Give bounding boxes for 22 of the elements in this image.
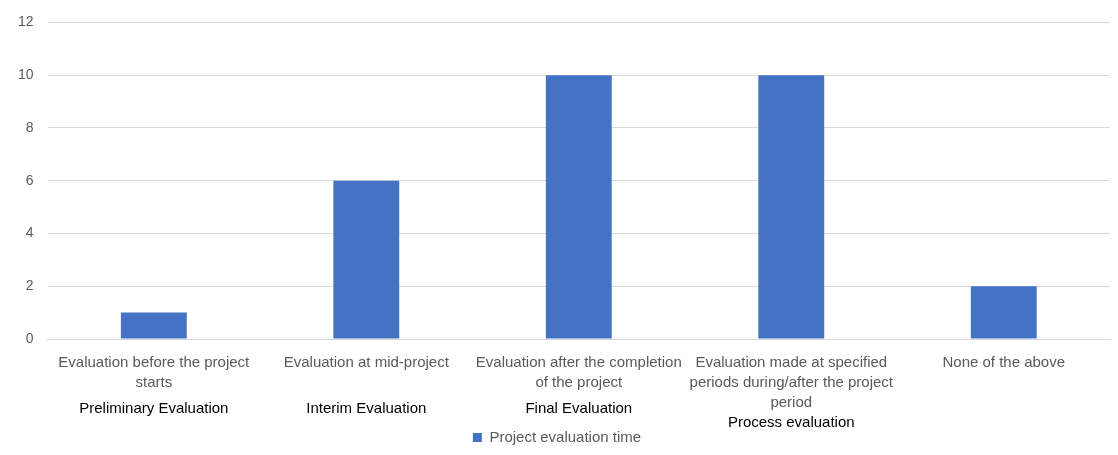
bar [545, 75, 612, 339]
x-tick-label: Evaluation before the project starts [58, 353, 251, 391]
x-tick-label: Evaluation after the completion of the project [475, 353, 682, 391]
legend-label: Project evaluation time [489, 427, 642, 445]
text: Process evaluation [727, 413, 855, 431]
bar [333, 180, 400, 339]
bar [758, 75, 825, 339]
y-tick-label: 8 [25, 118, 34, 135]
bar [120, 312, 187, 339]
text: Preliminary Evaluation [79, 399, 229, 417]
x-tick-label: None of the above [942, 353, 1066, 371]
x-tick-label: Evaluation at mid-project [283, 353, 450, 371]
x-tick-label: Evaluation made at specified periods during/after the project period [689, 353, 894, 411]
y-tick-label: 0 [25, 329, 34, 346]
bar [970, 286, 1037, 339]
y-tick-label: 4 [25, 224, 34, 241]
y-tick-label: 10 [17, 66, 34, 83]
y-tick-label: 2 [25, 277, 34, 294]
y-tick-label: 6 [25, 171, 34, 188]
y-tick-label: 12 [17, 13, 34, 30]
text: Interim Evaluation [306, 399, 427, 417]
text: Final Evaluation [525, 399, 633, 417]
